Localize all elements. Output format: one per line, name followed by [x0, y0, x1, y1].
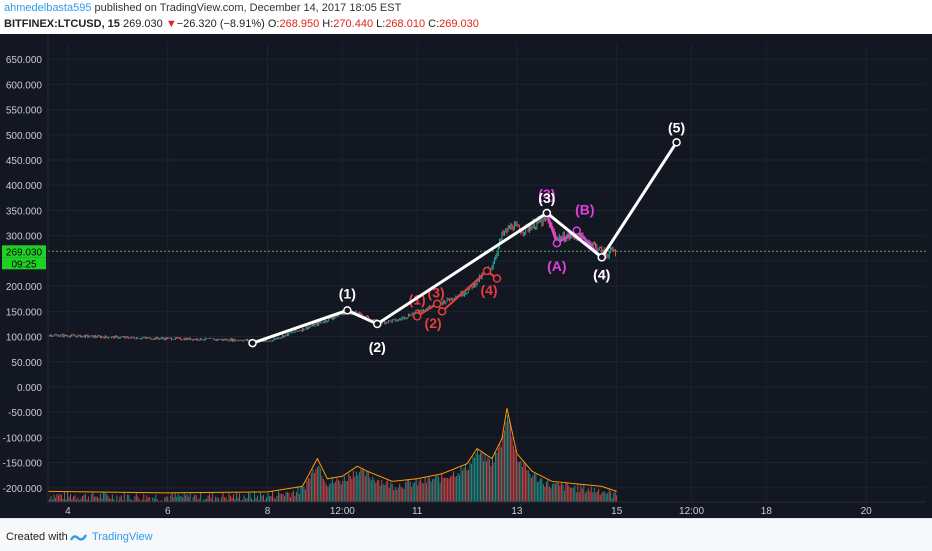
symbol-info: BITFINEX:LTCUSD, 15 269.030 ▼−26.320 (−8… — [4, 18, 479, 30]
sub-wave-point — [482, 266, 492, 276]
change-arrow-icon: ▼ — [165, 18, 177, 30]
main-wave-label: (3) — [538, 190, 555, 206]
sub-wave-label: (4) — [480, 282, 497, 298]
y-axis: 650.000 600.000 550.000 500.000 450.000 400.0… — [2, 34, 49, 502]
y-tick-label: 600.000 — [6, 80, 43, 91]
corr-wave-label: (4) — [593, 266, 610, 282]
low-label: L: — [376, 18, 386, 30]
main-wave-point — [672, 138, 681, 147]
countdown-label: 09:25 — [11, 259, 36, 270]
published-text: published on TradingView.com, December 1… — [94, 2, 402, 14]
main-wave-point — [343, 306, 352, 315]
y-tick-label: 50.000 — [11, 358, 42, 369]
sub-wave-label: (2) — [425, 315, 442, 331]
sub-wave-point — [412, 312, 422, 321]
y-tick-label: 100.000 — [6, 333, 43, 344]
x-tick-label: 12:00 — [679, 506, 704, 517]
corr-wave-line — [545, 212, 603, 259]
open-value: 268.950 — [279, 18, 320, 30]
x-tick-label: 20 — [861, 506, 873, 517]
x-tick-label: 11 — [412, 506, 423, 517]
created-with-label: Created with — [6, 531, 68, 543]
x-axis: 4 6 8 12:00 11 13 15 12:00 18 20 — [48, 501, 926, 517]
countdown-tag — [2, 257, 46, 270]
y-tick-label: 650.000 — [6, 55, 43, 66]
last-price: 269.030 — [122, 18, 163, 30]
price-change: −26.320 (−8.91%) — [176, 18, 265, 30]
x-tick-label: 4 — [65, 506, 71, 517]
close-value: 269.030 — [439, 18, 479, 30]
y-tick-label: 150.000 — [6, 307, 43, 318]
price-pane — [47, 215, 926, 343]
y-tick-label: 350.000 — [6, 206, 43, 217]
sub-wave-point — [437, 307, 447, 316]
main-wave-label: (5) — [668, 119, 685, 135]
y-tick-label: -200.000 — [3, 484, 43, 495]
footer: Created with TradingView — [0, 518, 932, 551]
elliott-waves: (1)(2)(3) (4)(3)(A)(B)(4)(1)(2)(3)(4)(5) — [248, 119, 685, 355]
sub-wave-point — [492, 274, 502, 283]
author-link[interactable]: ahmedelbasta595 — [4, 2, 92, 14]
y-tick-label: -50.000 — [8, 408, 42, 419]
corr-wave-label: (3) — [538, 186, 555, 202]
current-price-label: 269.030 — [6, 247, 43, 258]
open-label: O: — [267, 18, 280, 30]
y-tick-label: -100.000 — [3, 433, 43, 444]
y-tick-label: 400.000 — [6, 181, 43, 192]
y-tick-label: 500.000 — [6, 131, 43, 142]
corr-wave-label: (B) — [575, 202, 594, 218]
main-wave-point — [597, 253, 606, 262]
x-tick-label: 15 — [611, 506, 623, 517]
volume-ma-line — [47, 408, 617, 494]
main-wave-label: (4) — [593, 266, 610, 282]
tradingview-logo-icon — [70, 534, 88, 541]
publish-info: ahmedelbasta595 published on TradingView… — [4, 2, 401, 14]
symbol-label: BITFINEX:LTCUSD, 15 — [4, 18, 120, 30]
corr-wave-point — [572, 226, 582, 235]
main-wave-line — [252, 141, 678, 345]
main-wave-point — [248, 338, 257, 348]
sub-wave-point — [432, 299, 442, 309]
y-tick-label: -150.000 — [3, 459, 43, 470]
chart-area[interactable]: (1) (2) (3) (4) (3) (A) (B) (4) (1) (2) (3) (4) (5) … — [0, 34, 932, 518]
main-wave-label: (1) — [339, 285, 356, 301]
low-value: 268.010 — [385, 18, 426, 30]
y-tick-label: 550.000 — [6, 106, 43, 117]
x-tick-label: 18 — [761, 506, 773, 517]
main-wave-label: (2) — [369, 339, 386, 355]
x-tick-label: 12:00 — [330, 506, 355, 517]
x-tick-label: 13 — [511, 506, 523, 517]
corr-wave-label: (A) — [547, 258, 566, 274]
close-label: C: — [428, 18, 440, 30]
high-label: H: — [322, 18, 334, 30]
y-tick-label: 450.000 — [6, 156, 43, 167]
x-tick-label: 6 — [165, 506, 171, 517]
y-tick-label: 200.000 — [6, 282, 43, 293]
main-wave-point — [373, 319, 382, 329]
high-value: 270.440 — [333, 18, 374, 30]
y-tick-label: 300.000 — [6, 232, 43, 243]
y-tick-label: 0.000 — [17, 383, 42, 394]
price-chart[interactable]: (1)(2)(3) (4)(3)(A)(B)(4)(1)(2)(3)(4)(5) … — [0, 34, 932, 518]
corr-wave-point — [552, 238, 562, 248]
main-wave-point — [542, 208, 552, 218]
tradingview-link[interactable]: TradingView — [92, 531, 153, 543]
volume-pane — [47, 408, 618, 502]
current-price-tag — [2, 245, 46, 258]
x-tick-label: 8 — [265, 506, 271, 517]
